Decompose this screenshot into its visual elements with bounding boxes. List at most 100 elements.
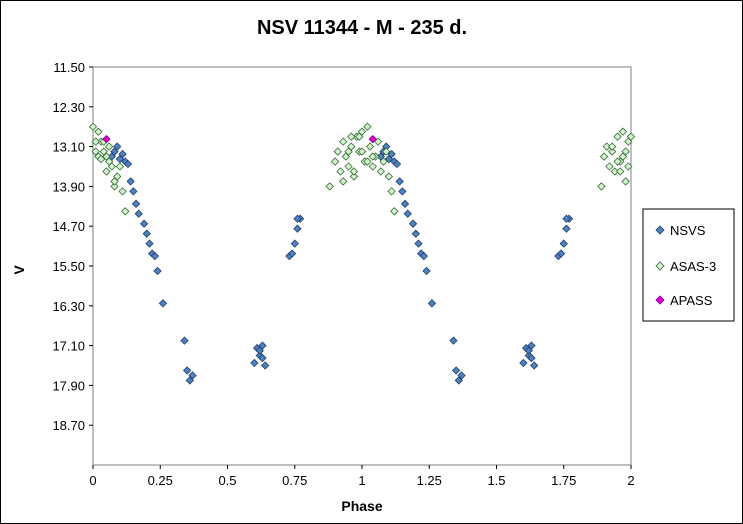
asas-3-point xyxy=(616,167,625,176)
nsvs-point xyxy=(255,346,264,355)
asas-3-point xyxy=(357,147,367,156)
plot-area xyxy=(92,66,632,466)
asas-3-point xyxy=(368,152,377,161)
asas-3-point xyxy=(104,157,114,166)
nsvs-point xyxy=(422,266,431,276)
y-tick-label: 18.70 xyxy=(52,418,85,433)
asas-3-point xyxy=(373,137,383,146)
nsvs-point xyxy=(250,358,259,368)
asas-3-point xyxy=(94,127,103,136)
nsvs-point xyxy=(403,209,412,218)
y-tick-label: 14.70 xyxy=(52,219,85,234)
nsvs-point xyxy=(524,346,533,355)
asas-3-point xyxy=(610,167,620,176)
legend-label-nsvs: NSVS xyxy=(670,223,706,238)
nsvs-point xyxy=(556,249,566,258)
nsvs-point xyxy=(118,149,127,159)
nsvs-point xyxy=(408,219,418,228)
asas-3-point xyxy=(624,162,633,171)
y-tick-label: 13.10 xyxy=(52,140,85,155)
asas-3-point xyxy=(347,132,356,141)
y-axis-label: V xyxy=(11,265,27,275)
asas-3-point xyxy=(355,132,364,141)
asas-3-point xyxy=(339,177,348,186)
y-tick-label: 12.30 xyxy=(52,100,85,115)
y-axis-ticks: 11.50 12.30 13.10 13.90 14.70 15.50 16.30 17.10… xyxy=(52,60,93,433)
asas-3-point xyxy=(96,154,106,164)
legend-marker-apass xyxy=(655,295,665,305)
nsvs-point xyxy=(287,249,297,258)
x-tick-label: 1.5 xyxy=(487,473,505,488)
asas-3-point xyxy=(379,157,388,166)
asas-3-point xyxy=(363,157,372,166)
nsvs-point xyxy=(527,353,536,363)
legend-label-asas-3: ASAS-3 xyxy=(670,259,716,274)
nsvs-point xyxy=(449,336,458,345)
asas-3-point xyxy=(384,172,394,181)
nsvs-point xyxy=(451,366,461,375)
asas-3-point xyxy=(621,177,630,186)
asas-3-point xyxy=(336,167,345,176)
nsvs-point xyxy=(562,214,571,223)
asas-3-point xyxy=(365,142,375,151)
asas-3-point xyxy=(349,167,359,176)
asas-3-point xyxy=(110,177,119,186)
nsvs-point xyxy=(153,266,162,276)
legend-marker-nsvs xyxy=(655,225,665,235)
nsvs-point xyxy=(145,239,154,248)
nsvs-point xyxy=(559,239,568,248)
legend: NSVS ASAS-3 APASS xyxy=(642,208,735,322)
x-tick-label: 0 xyxy=(89,473,96,488)
asas-3-point xyxy=(390,207,399,216)
y-tick-label: 15.50 xyxy=(52,259,85,274)
y-tick-label: 11.50 xyxy=(53,60,85,75)
asas-3-point xyxy=(121,207,130,216)
nsvs-point xyxy=(142,229,151,238)
nsvs-point xyxy=(395,177,404,186)
y-tick-label: 17.10 xyxy=(52,339,85,354)
nsvs-point xyxy=(419,251,429,261)
x-tick-label: 0.75 xyxy=(282,473,307,488)
asas-3-point xyxy=(613,132,622,141)
asas-3-point xyxy=(382,147,391,156)
asas-3-point xyxy=(618,152,628,161)
legend-marker-asas-3 xyxy=(655,261,665,271)
nsvs-point xyxy=(398,187,407,196)
x-tick-label: 1.25 xyxy=(417,473,442,488)
asas-3-point xyxy=(115,162,125,171)
asas-3-point xyxy=(387,187,396,196)
nsvs-point xyxy=(411,229,420,238)
x-tick-label: 0.5 xyxy=(218,473,236,488)
nsvs-point xyxy=(182,366,192,375)
asas-3-point xyxy=(330,157,340,166)
apass-point xyxy=(368,134,377,144)
y-tick-label: 17.90 xyxy=(52,378,85,393)
asas-3-point xyxy=(325,182,334,191)
asas-3-point xyxy=(118,187,127,196)
asas-3-point xyxy=(344,147,353,156)
x-axis-ticks: 0 0.25 0.5 0.75 1 1.25 1.5 1.75 2 xyxy=(89,465,635,488)
nsvs-point xyxy=(158,299,168,308)
nsvs-point xyxy=(427,299,437,308)
asas-3-point xyxy=(599,152,609,161)
asas-3-point xyxy=(605,162,614,171)
nsvs-point xyxy=(293,224,302,233)
nsvs-point xyxy=(290,239,299,248)
asas-3-point xyxy=(368,162,377,171)
x-tick-label: 0.25 xyxy=(148,473,173,488)
x-tick-label: 1 xyxy=(358,473,365,488)
nsvs-point xyxy=(129,187,138,196)
asas-3-point xyxy=(608,142,617,151)
asas-3-point xyxy=(349,172,359,181)
nsvs-point xyxy=(293,214,302,223)
asas-3-point xyxy=(602,142,611,151)
nsvs-point xyxy=(126,177,135,186)
asas-3-point xyxy=(597,182,606,191)
chart-title: NSV 11344 - M - 235 d. xyxy=(257,17,467,39)
asas-3-point xyxy=(608,147,617,156)
asas-3-point xyxy=(344,162,353,171)
data-points xyxy=(88,122,636,385)
asas-3-point xyxy=(363,122,372,131)
nsvs-point xyxy=(414,239,423,248)
nsvs-point xyxy=(131,199,141,208)
